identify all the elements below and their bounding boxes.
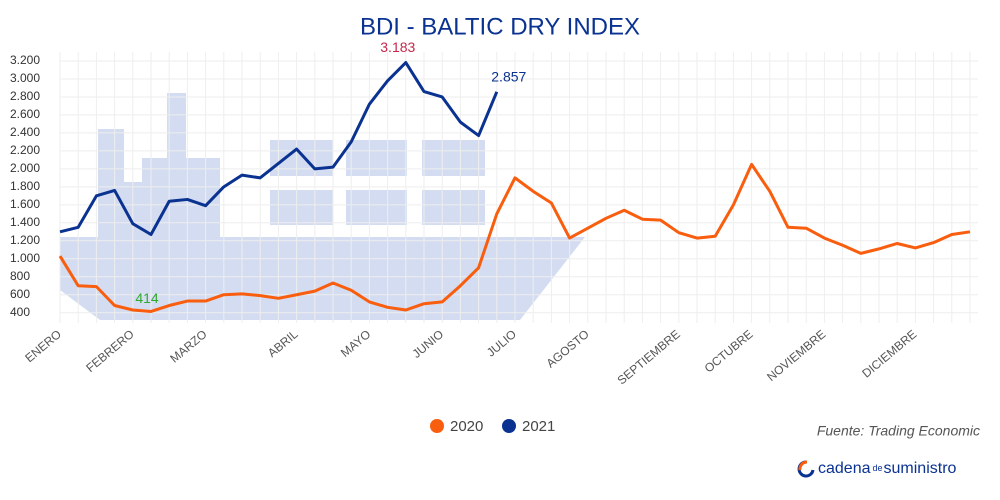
legend-marker	[430, 419, 444, 433]
brand-logo: cadena desuministro	[797, 460, 957, 478]
y-tick-label: 2.800	[10, 89, 40, 103]
line-2020	[58, 162, 971, 313]
ship-part	[142, 158, 168, 237]
data-label: 414	[135, 290, 159, 306]
x-tick-label: JULIO	[484, 327, 519, 360]
data-label: 3.183	[380, 39, 415, 55]
brand-small: de	[873, 463, 883, 473]
brand-first: cadena	[818, 460, 871, 477]
y-tick-label: 1.400	[10, 215, 40, 229]
ship-illustration	[60, 93, 585, 320]
y-tick-label: 600	[10, 287, 30, 301]
x-tick-label: ABRIL	[265, 327, 301, 360]
x-tick-label: MAYO	[338, 327, 373, 360]
legend-marker	[502, 419, 516, 433]
container	[270, 140, 333, 176]
y-tick-label: 2.200	[10, 143, 40, 157]
container	[346, 190, 407, 225]
legend-label: 2021	[522, 418, 555, 435]
logo-icon	[798, 460, 808, 471]
chart-title: BDI - BALTIC DRY INDEX	[360, 13, 640, 40]
container	[422, 190, 485, 225]
y-tick-label: 1.200	[10, 233, 40, 247]
legend-label: 2020	[450, 418, 483, 435]
y-tick-label: 400	[10, 305, 30, 319]
container	[346, 140, 407, 176]
y-tick-label: 2.600	[10, 107, 40, 121]
x-tick-label: OCTUBRE	[702, 327, 756, 375]
y-tick-label: 3.200	[10, 53, 40, 67]
brand-last: suministro	[884, 460, 957, 477]
ship-part	[98, 129, 124, 237]
y-tick-label: 1.000	[10, 251, 40, 265]
x-tick-label: JUNIO	[410, 327, 447, 361]
y-tick-label: 1.800	[10, 179, 40, 193]
data-label: 2.857	[491, 69, 526, 85]
x-tick-label: DICIEMBRE	[859, 327, 919, 381]
y-tick-label: 2.400	[10, 125, 40, 139]
grid	[59, 52, 978, 323]
y-tick-label: 800	[10, 269, 30, 283]
y-tick-label: 1.600	[10, 197, 40, 211]
x-tick-label: FEBRERO	[83, 327, 136, 375]
line-2021	[59, 61, 499, 236]
y-tick-label: 3.000	[10, 71, 40, 85]
ship-hull	[60, 237, 585, 320]
x-tick-label: NOVIEMBRE	[764, 327, 828, 384]
x-tick-label: SEPTIEMBRE	[615, 327, 683, 387]
source: Fuente: Trading Economic	[817, 423, 980, 439]
brand-text: cadena desuministro	[818, 460, 957, 477]
x-tick-label: AGOSTO	[544, 327, 592, 371]
x-tick-label: ENERO	[22, 327, 64, 365]
container	[270, 190, 333, 225]
x-tick-label: MARZO	[167, 327, 209, 366]
container	[422, 140, 485, 176]
y-tick-label: 2.000	[10, 161, 40, 175]
